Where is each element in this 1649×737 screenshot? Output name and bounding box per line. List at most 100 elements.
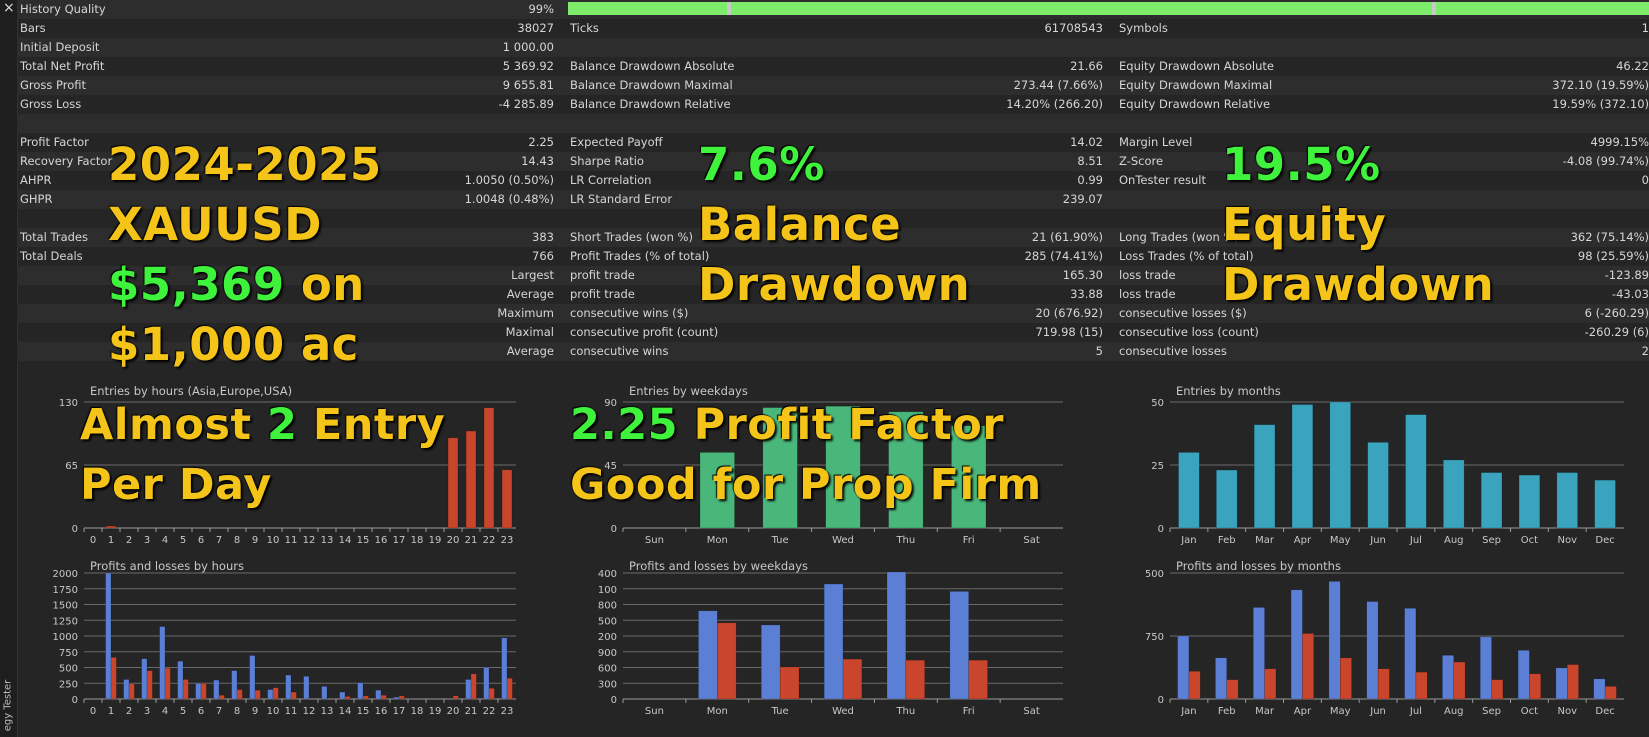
stat-label-right: Equity Drawdown Absolute	[1119, 59, 1275, 73]
bar	[344, 696, 351, 700]
x-tick-label: 8	[234, 706, 240, 717]
x-tick-label: Wed	[832, 535, 854, 546]
x-tick-label: 15	[357, 706, 370, 717]
y-tick-label: 0	[72, 695, 78, 706]
x-tick-label: Aug	[1444, 535, 1464, 546]
bar	[501, 469, 513, 529]
y-tick-label: 300	[598, 679, 617, 690]
stat-value-right: 19.59% (372.10)	[1552, 97, 1649, 111]
hours-entries-chart: Entries by hours (Asia,Europe,USA)065130…	[59, 384, 516, 546]
month-entries-chart: Entries by months 0 25 50 Jan Feb Mar Apr May Jun…	[1151, 384, 1624, 546]
x-tick-label: Fri	[963, 706, 975, 717]
stat-label-left: Initial Deposit	[20, 40, 100, 54]
y-tick-label: 2000	[53, 569, 78, 580]
bar	[218, 694, 225, 700]
x-tick-label: 12	[303, 706, 316, 717]
x-tick-label: Sat	[1023, 706, 1039, 717]
x-tick-label: 16	[375, 535, 388, 546]
bar	[1329, 401, 1351, 529]
x-tick-label: 19	[429, 706, 442, 717]
history-quality-bar	[568, 2, 1649, 15]
stats-row: Average consecutive wins 5 consecutive loss…	[17, 342, 1649, 361]
bar	[123, 679, 130, 700]
bar	[1517, 650, 1530, 700]
stat-label-middle: Ticks	[570, 21, 599, 35]
x-tick-label: Jun	[1369, 706, 1386, 717]
x-tick-label: 15	[357, 535, 370, 546]
bar	[1442, 655, 1454, 700]
stat-label-right: Equity Drawdown Maximal	[1119, 78, 1273, 92]
y-tick-label: 90	[604, 398, 617, 409]
x-tick-label: 6	[198, 706, 204, 717]
bar	[200, 683, 207, 700]
bar	[1567, 664, 1579, 700]
bar	[1491, 679, 1504, 700]
stat-value-middle: 719.98 (15)	[1035, 325, 1103, 339]
x-tick-label: Jun	[1369, 535, 1386, 546]
x-tick-label: 3	[144, 706, 150, 717]
x-tick-label: Sun	[645, 706, 664, 717]
x-tick-label: Nov	[1557, 706, 1577, 717]
stat-label-left: Total Net Profit	[20, 59, 105, 73]
bar	[1253, 424, 1276, 529]
y-tick-label: 0	[611, 695, 617, 706]
x-tick-label: Nov	[1557, 535, 1577, 546]
bar	[321, 686, 328, 700]
bar	[1290, 589, 1303, 700]
stat-label-right: Z-Score	[1119, 154, 1164, 168]
stats-row: Gross Profit 9 655.81 Balance Drawdown Max…	[17, 76, 1649, 95]
x-tick-label: Tue	[771, 535, 789, 546]
bar	[905, 659, 925, 700]
stat-label-middle: consecutive wins ($)	[570, 306, 689, 320]
y-tick-label: 750	[1146, 632, 1164, 643]
stat-label-right: Equity Drawdown Relative	[1119, 97, 1271, 111]
bar	[1377, 668, 1390, 700]
bar	[823, 583, 844, 700]
x-tick-label: 23	[501, 535, 514, 546]
y-tick-label: 500	[59, 664, 78, 675]
strategy-tester-tab-label[interactable]: egy Tester	[2, 679, 14, 732]
bar	[128, 683, 135, 700]
chart-title: Entries by hours (Asia,Europe,USA)	[90, 384, 292, 398]
bar	[272, 687, 279, 700]
stat-value-middle: 20 (676.92)	[1035, 306, 1103, 320]
bar	[213, 679, 220, 700]
stats-row: Maximum consecutive wins ($) 20 (676.92) co…	[17, 304, 1649, 323]
stat-value-middle: 0.99	[1077, 173, 1103, 187]
stat-label-right: loss trade	[1119, 268, 1176, 282]
bar	[886, 571, 907, 700]
x-tick-label: 6	[198, 535, 204, 546]
stats-row: Gross Loss -4 285.89 Balance Drawdown Rela…	[17, 95, 1649, 114]
x-tick-label: 9	[252, 706, 258, 717]
bar	[1188, 671, 1201, 700]
stats-row: GHPR 1.0048 (0.48%) LR Standard Error 239.0…	[17, 190, 1649, 209]
weekday-entries-chart: Entries by weekdays 0 45 90 Sun Mon Tue Wed Thu F…	[604, 384, 1063, 546]
stat-label-left: AHPR	[20, 173, 52, 187]
x-tick-label: 17	[393, 706, 406, 717]
bar	[1404, 608, 1417, 700]
stat-value-right: 372.10 (19.59%)	[1552, 78, 1649, 92]
bar	[195, 683, 202, 700]
bar	[888, 411, 924, 529]
stats-row: Profit Factor 2.25 Expected Payoff 14.02 Mar…	[17, 133, 1649, 152]
stat-label-left: Gross Loss	[20, 97, 82, 111]
bar	[1594, 479, 1616, 529]
history-quality-value: 99%	[528, 2, 554, 16]
stat-label-middle: profit trade	[570, 268, 635, 282]
x-tick-label: 19	[429, 535, 442, 546]
stat-label-left: Maximum	[497, 306, 554, 320]
stat-value-middle: 61708543	[1044, 21, 1103, 35]
close-icon[interactable]: ×	[3, 0, 15, 16]
bar	[1302, 633, 1315, 700]
x-tick-label: Sep	[1482, 535, 1501, 546]
bar	[393, 696, 400, 700]
bar	[1415, 671, 1428, 700]
history-quality-label: History Quality	[20, 2, 106, 16]
bar	[1226, 679, 1239, 700]
bar	[488, 688, 495, 700]
bar	[1480, 472, 1503, 529]
x-tick-label: 2	[126, 706, 132, 717]
bar	[249, 655, 256, 700]
chart-title: Entries by weekdays	[629, 384, 748, 398]
stat-label-middle: Balance Drawdown Maximal	[570, 78, 733, 92]
